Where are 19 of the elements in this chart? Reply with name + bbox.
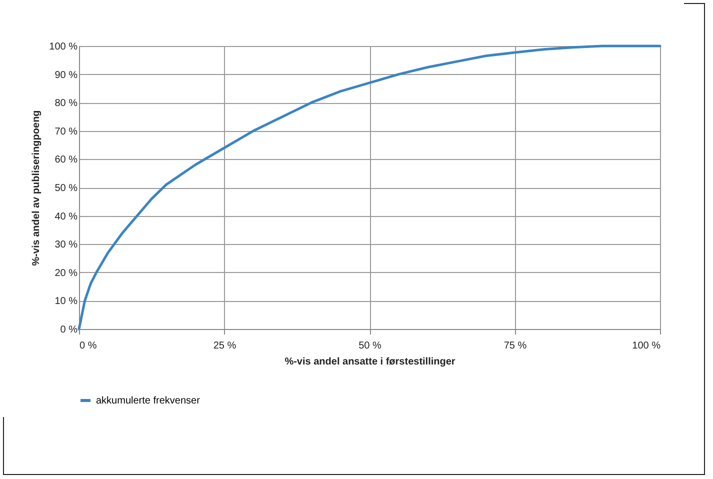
y-tick-label: 20 %: [54, 268, 78, 279]
y-tick-label: 0 %: [60, 324, 78, 336]
x-tick-label: 100 %: [632, 340, 661, 352]
x-axis-title: %-vis andel ansatte i førstestillinger: [284, 356, 456, 368]
y-tick-label: 60 %: [54, 154, 78, 166]
x-tick-label: 50 %: [358, 340, 382, 352]
y-tick-label: 100 %: [49, 42, 78, 52]
y-tick-label: 90 %: [54, 70, 78, 81]
y-tick-label: 50 %: [54, 183, 78, 194]
x-tick-label: 25 %: [213, 340, 236, 352]
y-tick-label: 80 %: [54, 98, 78, 110]
y-tick-label: 40 %: [54, 211, 78, 222]
x-tick-label: 75 %: [504, 340, 527, 352]
y-axis-title: %-vis andel av publiseringpoeng: [31, 110, 42, 266]
x-tick-label: 0 %: [80, 340, 97, 352]
y-tick-label: 10 %: [54, 296, 78, 308]
legend-label: akkumulerte frekvenser: [96, 396, 201, 406]
y-tick-label: 30 %: [54, 240, 78, 251]
y-tick-label: 70 %: [54, 126, 78, 138]
